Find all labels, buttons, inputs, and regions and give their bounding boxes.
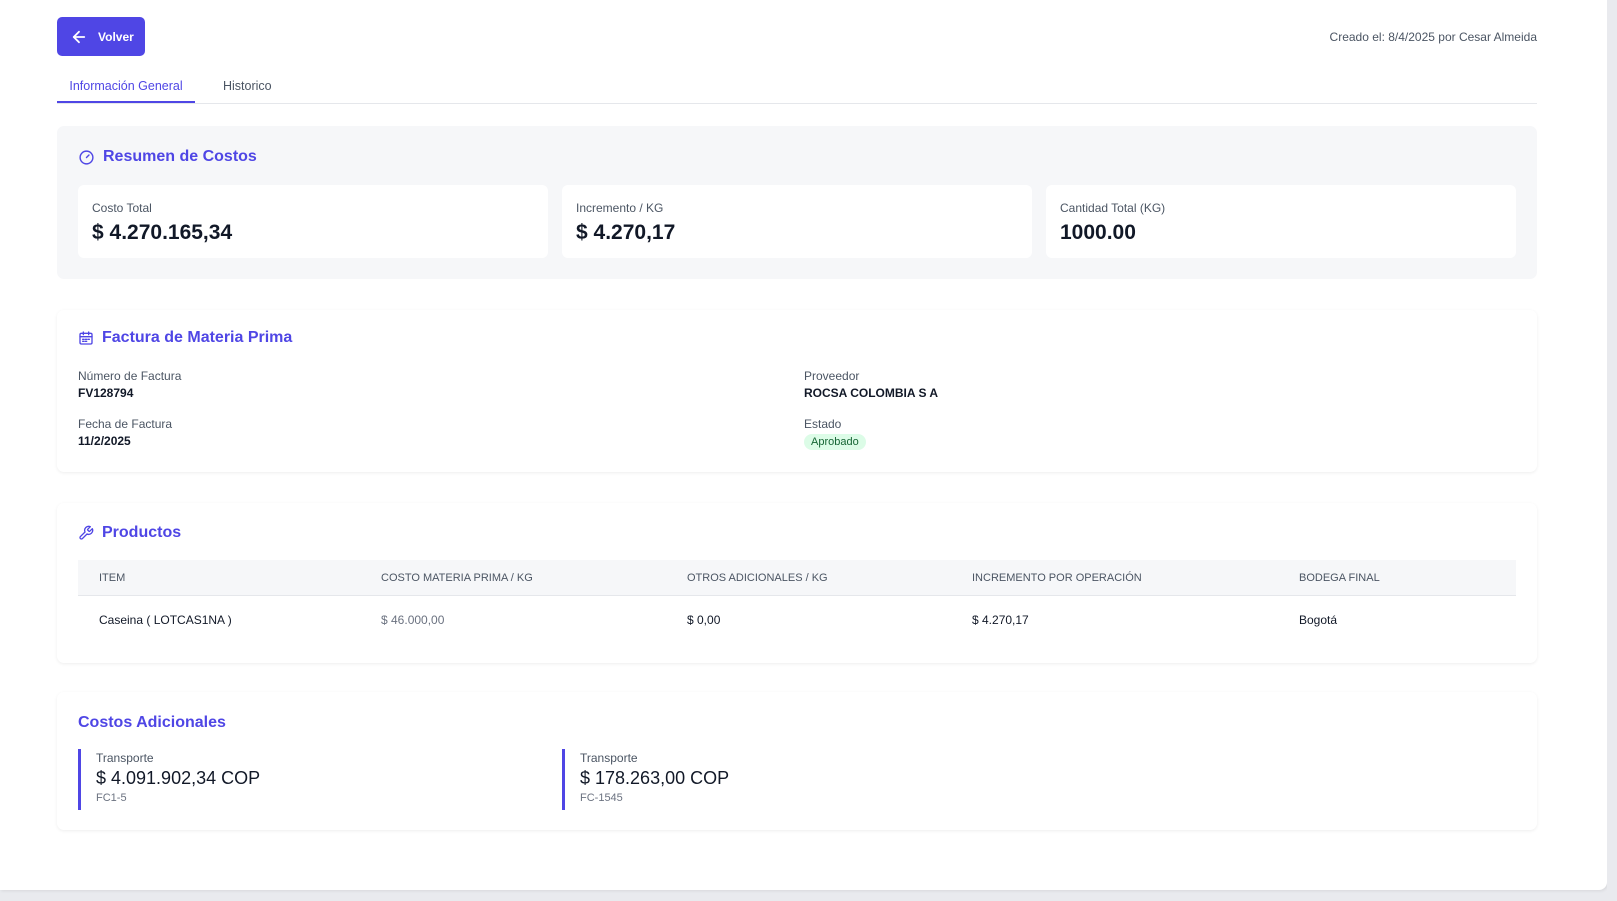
- products-title: Productos: [78, 524, 181, 542]
- back-button-label: Volver: [98, 29, 134, 44]
- cost-summary-title: Resumen de Costos: [78, 148, 257, 166]
- main-content: Volver Creado el: 8/4/2025 por Cesar Alm…: [57, 0, 1537, 830]
- cost-reference: FC1-5: [96, 792, 127, 804]
- table-header: Item Costo Materia Prima / KG Otros Adic…: [78, 560, 1516, 596]
- cost-type: Transporte: [96, 751, 154, 765]
- top-bar: Volver Creado el: 8/4/2025 por Cesar Alm…: [57, 0, 1537, 73]
- additional-costs-card: Costos Adicionales Transporte $ 4.091.90…: [57, 692, 1537, 830]
- invoice-card: Factura de Materia Prima Número de Factu…: [57, 310, 1537, 472]
- cell-costo-materia-prima: $ 46.000,00: [381, 613, 445, 627]
- cell-item: Caseina ( LOTCAS1NA ): [99, 613, 232, 627]
- arrow-left-icon: [72, 30, 86, 43]
- metric-label: Cantidad Total (KG): [1060, 201, 1166, 215]
- products-card: Productos Item Costo Materia Prima / KG …: [57, 503, 1537, 663]
- invoice-number-field: Número de Factura FV128794: [78, 369, 181, 400]
- products-table: Item Costo Materia Prima / KG Otros Adic…: [78, 560, 1516, 643]
- invoice-date-value: 11/2/2025: [78, 434, 131, 448]
- cost-reference: FC-1545: [580, 792, 623, 804]
- table-row: Caseina ( LOTCAS1NA ) $ 46.000,00 $ 0,00…: [78, 596, 1516, 643]
- cost-amount: $ 178.263,00 COP: [580, 768, 730, 788]
- metric-value: $ 4.270,17: [576, 221, 676, 244]
- cost-summary-card: Resumen de Costos Costo Total $ 4.270.16…: [57, 126, 1537, 279]
- column-header-otros-adicionales: Otros Adicionales / KG: [687, 572, 828, 584]
- additional-costs-title: Costos Adicionales: [78, 714, 226, 732]
- column-header-incremento-operacion: Incremento por Operación: [972, 572, 1142, 584]
- cost-summary-title-text: Resumen de Costos: [103, 148, 257, 165]
- supplier-field: Proveedor ROCSA COLOMBIA S A: [804, 369, 938, 400]
- back-button[interactable]: Volver: [57, 17, 145, 56]
- tab-informacion-general[interactable]: Información General: [57, 79, 195, 103]
- metric-cantidad-total: Cantidad Total (KG) 1000.00: [1046, 185, 1516, 258]
- invoice-date-field: Fecha de Factura 11/2/2025: [78, 417, 172, 448]
- wrench-icon: [79, 525, 94, 540]
- tab-historico[interactable]: Historico: [223, 79, 272, 93]
- cell-incremento-operacion: $ 4.270,17: [972, 613, 1029, 627]
- supplier-label: Proveedor: [804, 369, 860, 383]
- status-label: Estado: [804, 417, 842, 431]
- cost-amount: $ 4.091.902,34 COP: [96, 768, 261, 788]
- status-badge: Aprobado: [804, 434, 866, 450]
- tab-bar: Información General Historico: [57, 73, 1537, 104]
- created-info: Creado el: 8/4/2025 por Cesar Almeida: [1329, 30, 1537, 44]
- metric-label: Incremento / KG: [576, 201, 664, 215]
- column-header-costo-materia-prima: Costo Materia Prima / KG: [381, 572, 533, 584]
- products-title-text: Productos: [102, 524, 182, 541]
- column-header-bodega-final: Bodega Final: [1299, 572, 1380, 584]
- metric-value: 1000.00: [1060, 221, 1136, 244]
- status-field: Estado Aprobado: [804, 417, 866, 450]
- invoice-number-value: FV128794: [78, 386, 134, 400]
- invoice-title-text: Factura de Materia Prima: [102, 329, 293, 346]
- additional-costs-title-text: Costos Adicionales: [78, 714, 226, 731]
- window-edge: [1607, 0, 1617, 901]
- metric-incremento-kg: Incremento / KG $ 4.270,17: [562, 185, 1032, 258]
- cell-bodega-final: Bogotá: [1299, 613, 1338, 627]
- invoice-number-label: Número de Factura: [78, 369, 182, 383]
- additional-cost-item: Transporte $ 4.091.902,34 COP FC1-5: [78, 749, 260, 810]
- calendar-icon: [79, 331, 93, 345]
- invoice-title: Factura de Materia Prima: [78, 329, 292, 347]
- column-header-item: Item: [99, 572, 126, 584]
- supplier-value: ROCSA COLOMBIA S A: [804, 386, 938, 400]
- gauge-icon: [79, 149, 94, 165]
- additional-cost-item: Transporte $ 178.263,00 COP FC-1545: [562, 749, 729, 810]
- cost-type: Transporte: [580, 751, 638, 765]
- invoice-date-label: Fecha de Factura: [78, 417, 173, 431]
- cell-otros-adicionales: $ 0,00: [687, 613, 721, 627]
- metric-label: Costo Total: [92, 201, 152, 215]
- metric-costo-total: Costo Total $ 4.270.165,34: [78, 185, 548, 258]
- metric-value: $ 4.270.165,34: [92, 221, 233, 244]
